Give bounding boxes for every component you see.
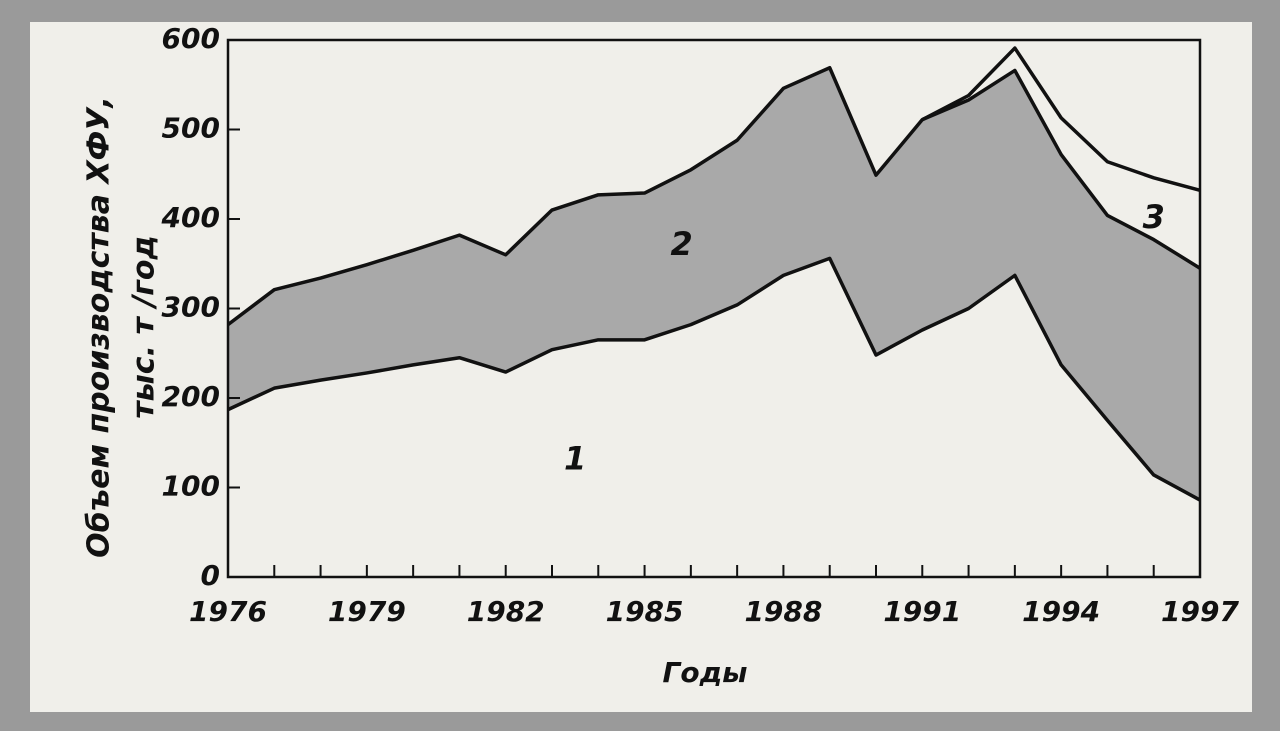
series-label: 1	[564, 440, 586, 478]
y-tick-label: 500	[162, 112, 220, 145]
y-tick-label: 300	[162, 291, 220, 324]
x-tick-label: 1985	[606, 595, 684, 628]
y-tick-label: 100	[162, 470, 220, 503]
series-label: 2	[670, 225, 692, 263]
x-tick-label: 1976	[189, 595, 267, 628]
y-axis-label: Объем производства ХФУ,	[82, 96, 117, 558]
x-tick-label: 1988	[744, 595, 822, 628]
x-tick-label: 1991	[883, 595, 961, 628]
series-label: 3	[1143, 198, 1165, 236]
x-tick-label: 1979	[328, 595, 406, 628]
y-tick-label: 600	[162, 22, 220, 55]
line	[921, 46, 1201, 193]
y-axis-label: тыс. т /год	[127, 235, 162, 418]
y-tick-label: 0	[201, 559, 220, 592]
x-tick-label: 1997	[1161, 595, 1239, 628]
shaded-area	[228, 67, 1200, 501]
y-tick-label: 200	[162, 380, 220, 413]
page: Годы Объем производства ХФУ, тыс. т /год…	[30, 22, 1252, 712]
y-tick-label: 400	[161, 201, 220, 234]
x-axis-label: Годы	[662, 656, 747, 689]
line	[227, 256, 1201, 502]
x-tick-label: 1982	[467, 595, 545, 628]
x-tick-label: 1994	[1022, 595, 1100, 628]
chart: Годы Объем производства ХФУ, тыс. т /год…	[82, 22, 1240, 689]
line	[226, 65, 1201, 327]
